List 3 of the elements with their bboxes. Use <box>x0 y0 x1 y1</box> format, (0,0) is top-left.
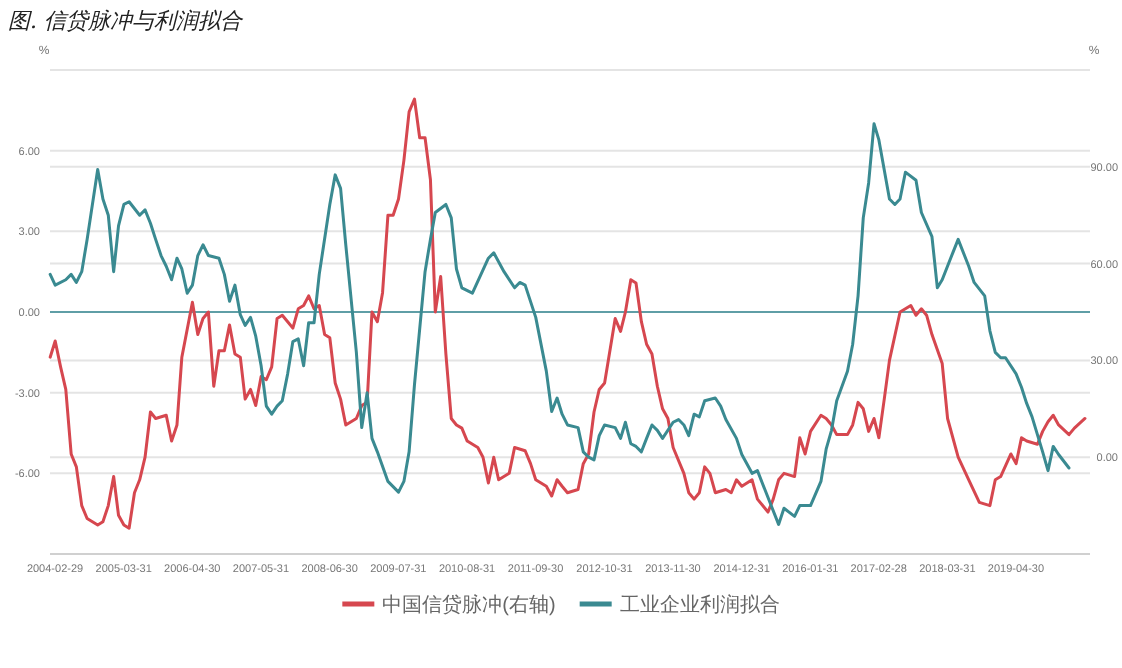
legend-label: 中国信贷脉冲(右轴) <box>382 593 556 617</box>
legend-label: 工业企业利润拟合 <box>619 593 780 617</box>
chart-title: 图. 信贷脉冲与利润拟合 <box>8 8 244 34</box>
